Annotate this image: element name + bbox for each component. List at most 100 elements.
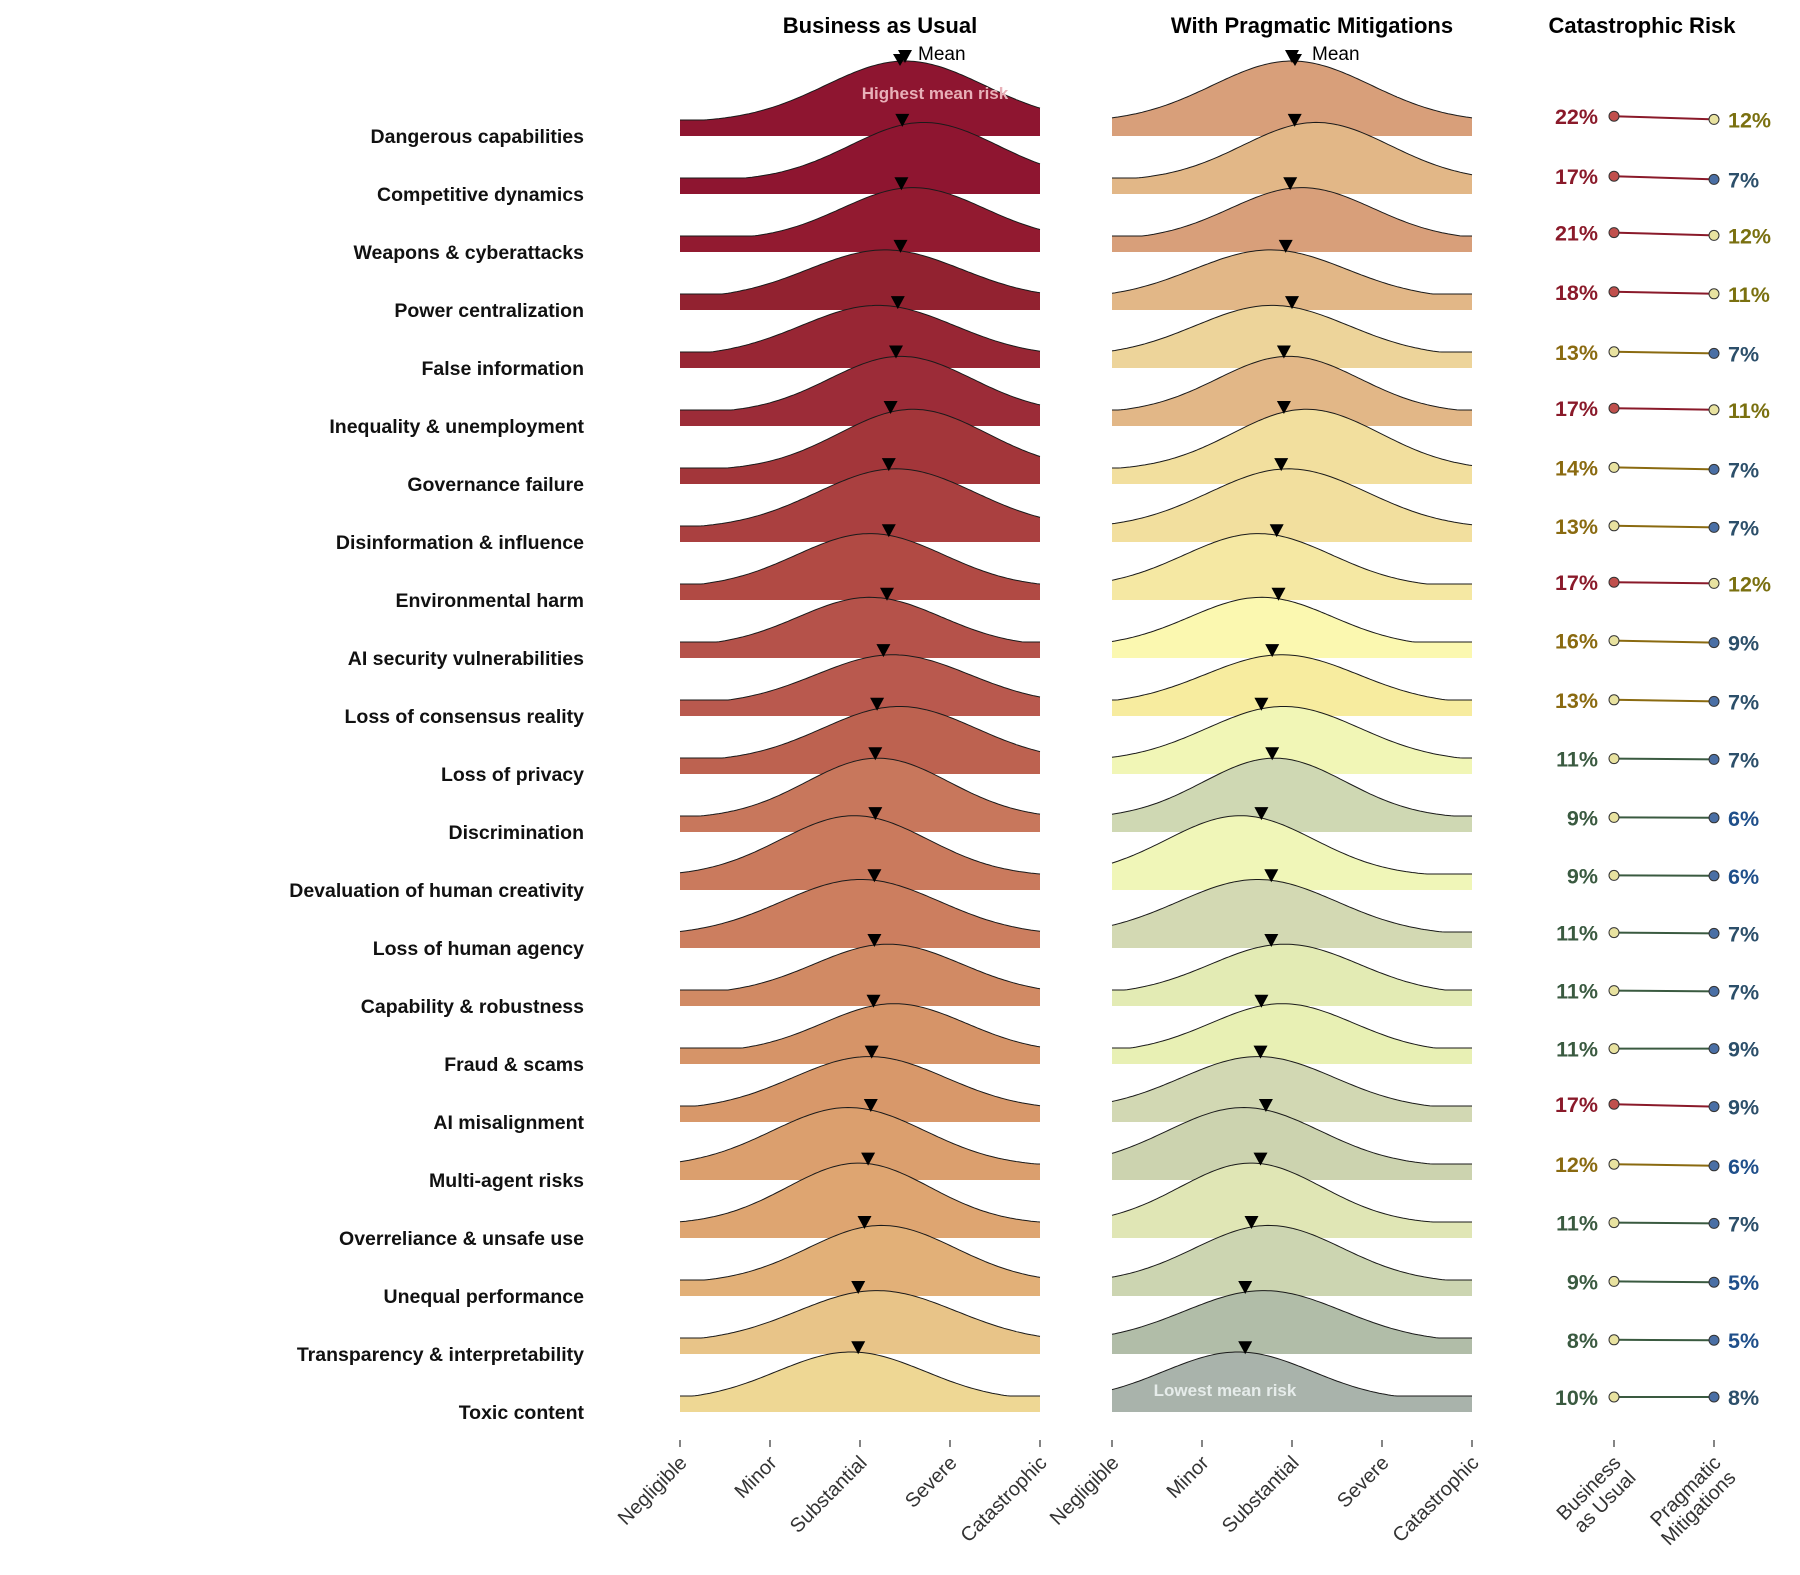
pm-ridge-fill <box>1112 1107 1472 1180</box>
bau-pct-label: 11% <box>1556 748 1598 772</box>
bau-dot <box>1608 1158 1620 1170</box>
x-tick-label: Severe <box>1333 1452 1393 1512</box>
bau-ridge-outline <box>680 408 1041 469</box>
bau-ridge-fill <box>680 1003 1040 1064</box>
bau-mean-marker <box>881 524 896 538</box>
panel-titles: Business as Usual With Pragmatic Mitigat… <box>783 13 1737 38</box>
pm-mean-marker <box>1253 1045 1268 1059</box>
slope-line <box>1613 466 1715 471</box>
x-tick-label: Substantial <box>1218 1452 1304 1538</box>
row-label: AI security vulnerabilities <box>348 648 584 670</box>
bau-dot <box>1608 927 1620 939</box>
bau-pct-label: 17% <box>1555 397 1598 421</box>
bau-mean-label: Mean <box>918 44 966 65</box>
bau-ridge-fill <box>680 305 1040 368</box>
pm-pct-label: 12% <box>1728 572 1771 596</box>
bau-ridge-outline <box>680 596 1040 643</box>
row-label: Loss of consensus reality <box>345 706 585 728</box>
slope-line <box>1613 581 1715 585</box>
pm-pct-label: 7% <box>1728 1212 1759 1236</box>
bau-pct-label: 12% <box>1555 1153 1598 1177</box>
bau-ridge-outline <box>680 1003 1041 1049</box>
pm-dot <box>1708 985 1720 997</box>
pm-ridge-fill <box>1112 468 1472 542</box>
pm-ridge-outline <box>1111 815 1472 875</box>
bau-dot <box>1608 402 1620 414</box>
pm-mean-marker <box>1269 524 1284 538</box>
pm-dot <box>1708 695 1720 707</box>
pm-ridge-outline <box>1111 1106 1472 1165</box>
x-axes: Negligible Minor Substantial SevereCatastro… <box>614 1440 1740 1550</box>
bau-ridge-fill <box>680 1225 1040 1296</box>
bau-mean-marker <box>851 1281 866 1295</box>
pm-dot <box>1708 1334 1720 1346</box>
pm-ridge-fill <box>1112 1352 1472 1412</box>
pm-dot <box>1708 1043 1720 1055</box>
x-tick-label: Negligible <box>614 1452 692 1530</box>
bau-ridge-outline <box>680 355 1041 411</box>
pm-ridge-fill <box>1112 1163 1472 1238</box>
pm-dot <box>1708 347 1720 359</box>
bau-ridge-fill <box>680 1107 1040 1180</box>
slope-tick-label: Businessas Usual <box>1553 1452 1641 1540</box>
pm-ridge-outline <box>1111 1290 1472 1339</box>
bau-ridge-fill <box>680 61 1040 136</box>
pm-pct-label: 7% <box>1728 922 1759 946</box>
bau-ridge-outline <box>680 1224 1041 1281</box>
x-tick-label: Severe <box>901 1452 961 1512</box>
bau-mean-marker <box>868 807 883 821</box>
pm-mean-marker <box>1254 807 1269 821</box>
row-label: Toxic content <box>459 1402 585 1424</box>
pm-dot <box>1708 753 1720 765</box>
business-as-usual-ridges <box>679 50 1041 1412</box>
bau-ridge-outline <box>679 1162 1041 1223</box>
bau-ridge-fill <box>680 533 1040 600</box>
bau-pct-label: 13% <box>1555 689 1598 713</box>
pm-ridge-outline <box>1111 533 1472 585</box>
bau-pct-label: 11% <box>1556 1038 1598 1062</box>
pm-dot <box>1708 404 1720 416</box>
pm-dot <box>1708 1217 1720 1229</box>
bau-ridge-outline <box>680 249 1041 295</box>
pm-mean-marker <box>1253 1152 1268 1166</box>
bau-pct-label: 8% <box>1567 1329 1598 1353</box>
pm-pct-label: 5% <box>1728 1271 1759 1295</box>
pm-dot <box>1708 173 1720 185</box>
pm-mean-marker <box>1278 239 1293 253</box>
pm-mean-label: Mean <box>1312 44 1360 65</box>
pm-pct-label: 5% <box>1728 1329 1759 1353</box>
row-label: Capability & robustness <box>361 996 584 1018</box>
bau-dot <box>1608 520 1620 532</box>
pm-pct-label: 9% <box>1728 1096 1759 1120</box>
bau-pct-label: 17% <box>1555 165 1598 189</box>
bau-mean-marker <box>857 1215 872 1229</box>
pm-ridge-fill <box>1112 597 1472 658</box>
pm-mean-marker <box>1265 747 1280 761</box>
panel-title-business-as-usual: Business as Usual <box>783 13 977 38</box>
bau-ridge-outline <box>680 187 1041 237</box>
pm-ridge-outline <box>1112 408 1473 469</box>
pm-ridge-outline <box>1111 1351 1472 1397</box>
x-tick-label: Negligible <box>1046 1452 1124 1530</box>
bau-ridge-fill <box>680 944 1040 1006</box>
bau-ridge-outline <box>680 1056 1041 1107</box>
bau-ridge-fill <box>680 122 1040 194</box>
pm-pct-label: 6% <box>1728 807 1759 831</box>
bau-mean-marker <box>867 869 882 883</box>
pm-ridge-outline <box>1111 1224 1472 1281</box>
pm-ridge-fill <box>1112 122 1472 194</box>
bau-dot <box>1608 170 1620 182</box>
bau-pct-label: 17% <box>1555 1093 1598 1117</box>
slope-line <box>1613 407 1715 411</box>
row-label: Unequal performance <box>384 1286 585 1308</box>
bau-ridge-outline <box>680 757 1041 817</box>
bau-ridge-fill <box>680 597 1040 658</box>
bau-dot <box>1608 576 1620 588</box>
row-label: Dangerous capabilities <box>371 126 585 148</box>
bau-ridge-outline <box>680 706 1041 759</box>
pm-ridge-outline <box>1111 757 1472 817</box>
pm-ridge-outline <box>1111 1162 1472 1223</box>
row-label: Fraud & scams <box>444 1054 584 1076</box>
pm-dot <box>1708 637 1720 649</box>
bau-pct-label: 11% <box>1556 980 1598 1004</box>
